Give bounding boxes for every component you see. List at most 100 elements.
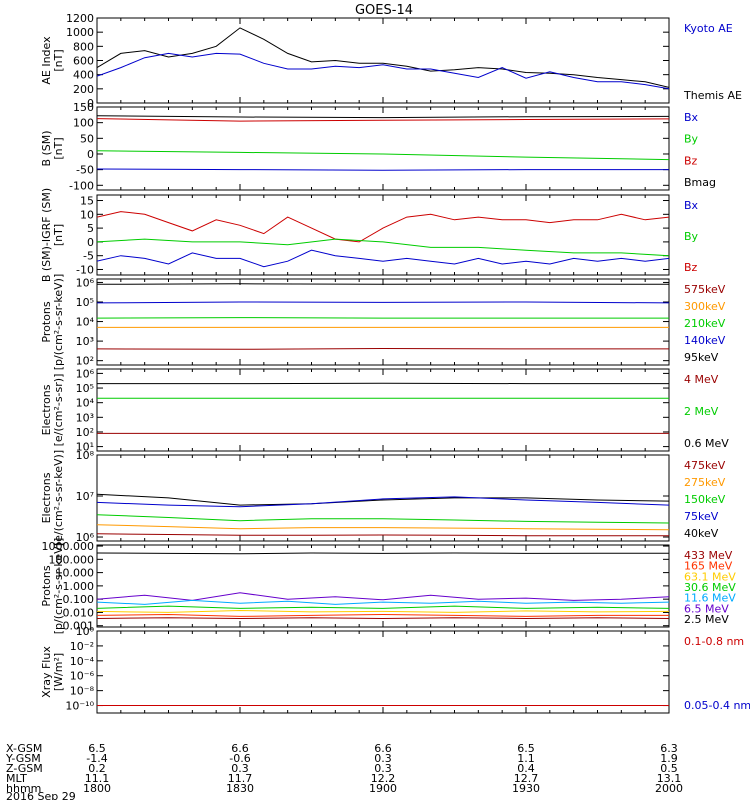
y-axis-label: Xray Flux: [40, 646, 53, 698]
series-75kev: [97, 496, 669, 508]
x-axis-value: 11.7: [228, 772, 253, 785]
x-axis-value: 0.2: [88, 762, 106, 775]
panel-electrons_kev: 10⁶ 10⁷ 10⁸ Electrons [e/(cm²-s-sr-keV)] 475k…: [40, 449, 726, 546]
legend-entry: 275keV: [684, 476, 726, 489]
y-tick-label: 0.010: [63, 606, 95, 619]
series-bz: [97, 211, 669, 243]
y-axis-label: B (SM)-IGRF (SM): [40, 188, 53, 282]
series-40kev: [97, 493, 669, 506]
y-tick-label: 1000.000: [42, 540, 95, 553]
x-axis-row-label: X-GSM: [6, 742, 42, 755]
x-axis-value: 1.1: [517, 752, 535, 765]
y-tick-label: 100: [73, 117, 94, 130]
legend-entry: 30.6 MeV: [684, 581, 736, 594]
y-tick-label: 50: [80, 132, 94, 145]
y-axis-label: [W/m²]: [52, 653, 65, 691]
y-tick-label: 10²: [76, 426, 94, 439]
legend-entry: 0.1-0.8 nm: [684, 635, 744, 648]
y-tick-label: 10⁴: [76, 397, 95, 410]
x-axis-value: 1.9: [660, 752, 678, 765]
y-tick-label: 10: [80, 208, 94, 221]
y-tick-label: 400: [73, 69, 94, 82]
y-tick-label: 10¹: [76, 441, 94, 454]
y-tick-label: -10: [76, 263, 94, 276]
series-bx: [97, 249, 669, 268]
y-axis-label: B (SM): [40, 130, 53, 166]
panel-frame: [96, 630, 670, 714]
x-axis-value: 12.7: [514, 772, 539, 785]
legend-entry: 75keV: [684, 510, 719, 523]
series-bx: [97, 168, 669, 171]
series-165-mev: [97, 613, 669, 617]
legend-entry: Kyoto AE: [684, 22, 733, 35]
legend-entry: 40keV: [684, 527, 719, 540]
series-6-5-mev: [97, 592, 669, 601]
series-themis-ae: [97, 27, 669, 88]
panel-xray: 10⁻¹⁰ 10⁻⁸ 10⁻⁶ 10⁻⁴ 10⁻² 10⁰ Xray Flux [W/m²] 0…: [40, 625, 750, 714]
series-433-mev: [97, 617, 669, 620]
x-axis-value: 0.3: [231, 762, 249, 775]
series-bmag: [97, 115, 669, 119]
series-575kev: [97, 347, 669, 350]
y-tick-label: 10⁶: [76, 276, 95, 289]
y-tick-label: 0: [87, 236, 94, 249]
y-tick-label: 1200: [66, 12, 94, 25]
legend-entry: 475keV: [684, 459, 726, 472]
y-tick-label: -5: [83, 250, 94, 263]
y-tick-label: 0: [87, 148, 94, 161]
x-axis-value: 12.2: [371, 772, 396, 785]
y-tick-label: 10.000: [56, 567, 95, 580]
legend-entry: 433 MeV: [684, 549, 733, 562]
x-axis-row-label: Z-GSM: [6, 762, 43, 775]
y-tick-label: 600: [73, 55, 94, 68]
y-tick-label: 0.100: [63, 593, 95, 606]
y-axis-label: [nT]: [52, 137, 65, 159]
y-tick-label: 10⁸: [76, 449, 95, 462]
x-axis-value: 6.5: [517, 742, 535, 755]
legend-entry: 6.5 MeV: [684, 602, 729, 615]
legend-entry: Bz: [684, 261, 698, 274]
y-tick-label: 10⁶: [76, 531, 95, 544]
y-axis-label: [nT]: [52, 224, 65, 246]
legend-entry: Bx: [684, 199, 699, 212]
legend-entry: 4 MeV: [684, 373, 719, 386]
y-axis-label: AE Index: [40, 36, 53, 85]
series-95kev: [97, 283, 669, 285]
legend-entry: 300keV: [684, 300, 726, 313]
series-140kev: [97, 301, 669, 304]
series-63-1-mev: [97, 609, 669, 613]
series-150kev: [97, 514, 669, 524]
x-axis-value: 6.3: [660, 742, 678, 755]
x-axis-value: 1930: [512, 782, 540, 795]
y-tick-label: 800: [73, 40, 94, 53]
legend-entry: 210keV: [684, 317, 726, 330]
x-axis-row-label: hhmm: [6, 782, 41, 795]
x-axis-value: 6.5: [88, 742, 106, 755]
legend-entry: 2.5 MeV: [684, 613, 729, 626]
legend-entry: Bmag: [684, 176, 716, 189]
panel-frame: [96, 17, 670, 104]
x-axis-value: 0.3: [374, 762, 392, 775]
legend-entry: 165 MeV: [684, 560, 733, 573]
y-tick-label: 10⁵: [76, 296, 94, 309]
date-label: 2016 Sep 29: [6, 790, 76, 800]
legend-entry: 0.05-0.4 nm: [684, 699, 750, 712]
panel-protons_low: 10² 10³ 10⁴ 10⁵ 10⁶ Protons [p/(cm²-s-sr-keV)]…: [40, 274, 726, 371]
x-axis-value: 1800: [83, 782, 111, 795]
plot-title: GOES-14: [355, 3, 413, 18]
legend-entry: By: [684, 230, 699, 243]
y-tick-label: 10⁴: [76, 316, 95, 329]
y-tick-label: 200: [73, 83, 94, 96]
x-axis-value: 1830: [226, 782, 254, 795]
x-axis-value: 1900: [369, 782, 397, 795]
x-axis-row-label: MLT: [6, 772, 27, 785]
series-475kev: [97, 533, 669, 537]
y-axis-label: [p/(cm²-s-sr-keV)]: [52, 274, 65, 371]
y-tick-label: 10⁻⁴: [70, 655, 95, 668]
panel-protons_mev: 0.0010.0100.1001.00010.000100.0001000.00…: [40, 538, 736, 635]
x-axis-value: 2000: [655, 782, 683, 795]
